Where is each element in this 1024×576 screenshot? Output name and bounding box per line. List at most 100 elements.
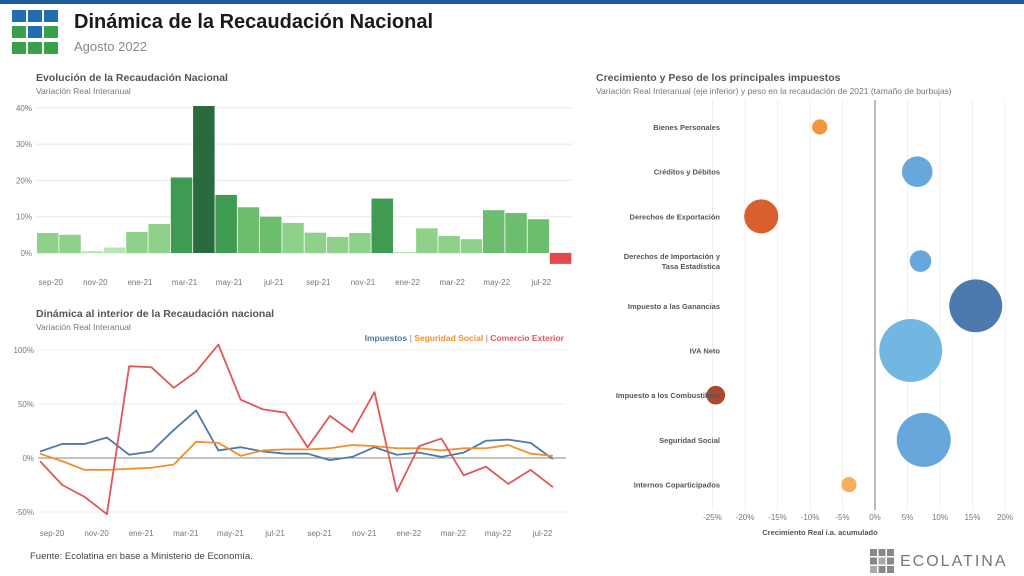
brand-name: ECOLATINA: [900, 553, 1008, 570]
x-tick-label: sep-20: [39, 278, 64, 287]
x-tick-label: -10%: [801, 513, 820, 522]
x-tick-label: -5%: [835, 513, 849, 522]
y-tick-label: 20%: [16, 176, 32, 185]
x-tick-label: mar-22: [439, 278, 465, 287]
bubble: [812, 119, 828, 135]
bar: [103, 247, 126, 253]
y-tick-label: 40%: [16, 104, 32, 113]
x-tick-label: jul-21: [264, 529, 285, 538]
y-tick-label: 0%: [20, 249, 32, 258]
bar: [282, 222, 304, 253]
x-tick-label: nov-20: [83, 278, 108, 287]
bar: [59, 234, 81, 253]
bubble: [879, 319, 943, 382]
bar: [549, 253, 572, 264]
top-accent-bar: [0, 0, 1024, 4]
bar-chart-subtitle: Variación Real Interanual: [36, 86, 131, 96]
comercio-exterior-line: [39, 343, 554, 516]
bar: [304, 232, 327, 253]
ecolatina-logo: [12, 10, 58, 54]
bar: [215, 194, 237, 253]
x-tick-label: sep-21: [306, 278, 331, 287]
x-axis-title: Crecimiento Real i.a. acumulado: [762, 528, 878, 537]
y-tick-label: 100%: [14, 346, 34, 355]
x-tick-label: ene-22: [395, 278, 420, 287]
line-chart-legend: Impuestos | Seguridad Social | Comercio …: [365, 333, 564, 343]
source-note: Fuente: Ecolatina en base a Ministerio d…: [30, 551, 253, 562]
x-tick-label: nov-21: [351, 278, 376, 287]
y-tick-label: 0%: [22, 454, 34, 463]
x-tick-label: sep-20: [40, 529, 65, 538]
bar: [260, 216, 282, 253]
bubble-chart-subtitle: Variación Real Interanual (eje inferior)…: [596, 86, 952, 96]
legend-comercio-exterior: Comercio Exterior: [490, 333, 564, 343]
y-tick-label: 10%: [16, 213, 32, 222]
x-tick-label: mar-21: [172, 278, 198, 287]
bar: [170, 177, 193, 253]
x-tick-label: mar-22: [441, 529, 467, 538]
bubble: [909, 250, 932, 272]
x-tick-label: -25%: [703, 513, 722, 522]
x-tick-label: jul-21: [263, 278, 284, 287]
bar: [483, 210, 505, 253]
category-label: Créditos y Débitos: [654, 168, 720, 177]
x-tick-label: 10%: [932, 513, 948, 522]
bar: [237, 207, 260, 253]
x-tick-label: nov-20: [84, 529, 109, 538]
line-chart: 100% 50% 0% -50% sep-20 nov-20 ene-21 mar-21 may…: [14, 343, 566, 538]
bar: [527, 219, 550, 253]
x-tick-label: may-22: [483, 278, 510, 287]
x-tick-label: -20%: [736, 513, 755, 522]
y-tick-label: -50%: [15, 508, 34, 517]
legend-separator: |: [407, 333, 415, 343]
x-tick-label: ene-21: [127, 278, 152, 287]
category-label: Derechos de Importación y Tasa Estadístic…: [624, 252, 721, 271]
bubble: [901, 156, 933, 187]
bar: [349, 233, 371, 253]
legend-separator: |: [483, 333, 491, 343]
category-label: Bienes Personales: [653, 123, 720, 132]
bubble-chart-title: Crecimiento y Peso de los principales im…: [596, 72, 841, 84]
page-title: Dinámica de la Recaudación Nacional: [74, 11, 434, 33]
bar: [37, 233, 59, 253]
x-tick-label: nov-21: [352, 529, 377, 538]
x-tick-label: mar-21: [173, 529, 199, 538]
x-tick-label: 20%: [997, 513, 1013, 522]
page-subtitle: Agosto 2022: [74, 39, 148, 54]
bar: [371, 198, 393, 253]
category-label: Impuesto a las Ganancias: [628, 302, 720, 311]
category-label: Impuesto a los Combustibles: [616, 391, 720, 400]
y-tick-label: 50%: [18, 400, 34, 409]
bar: [416, 228, 438, 253]
bar: [393, 251, 416, 253]
x-tick-label: ene-22: [396, 529, 421, 538]
impuestos-line: [39, 409, 554, 462]
bar-chart: 0% 10% 20% 30% 40% sep-20 nov-20 ene-21 mar-21 ma…: [16, 104, 573, 287]
line-chart-title: Dinámica al interior de la Recaudación n…: [36, 308, 275, 320]
bubble-chart: -25% -20% -15% -10% -5% 0% 5% 10% 15% 20% Crecimie…: [616, 100, 1013, 537]
category-label: Internos Coparticipados: [634, 481, 720, 490]
x-tick-label: -15%: [768, 513, 787, 522]
bar: [438, 235, 460, 253]
category-label: Seguridad Social: [659, 436, 720, 445]
x-tick-label: jul-22: [531, 278, 552, 287]
x-tick-label: 5%: [902, 513, 914, 522]
category-label: Derechos de Exportación: [630, 212, 721, 221]
legend-seguridad-social: Seguridad Social: [414, 333, 484, 343]
bar: [148, 223, 170, 253]
bubble: [841, 476, 857, 493]
seguridad-social-line: [39, 440, 553, 471]
bar: [81, 251, 104, 253]
x-tick-label: may-21: [217, 529, 244, 538]
bar-chart-title: Evolución de la Recaudación Nacional: [36, 72, 228, 84]
ecolatina-brand-icon: [870, 549, 894, 573]
x-tick-label: jul-22: [532, 529, 553, 538]
bar: [326, 237, 349, 253]
x-tick-label: sep-21: [307, 529, 332, 538]
x-tick-label: 15%: [964, 513, 980, 522]
bubble: [949, 279, 1003, 333]
bar: [193, 105, 215, 253]
legend-impuestos: Impuestos: [364, 333, 408, 343]
bubble: [896, 412, 951, 467]
x-tick-label: 0%: [869, 513, 881, 522]
